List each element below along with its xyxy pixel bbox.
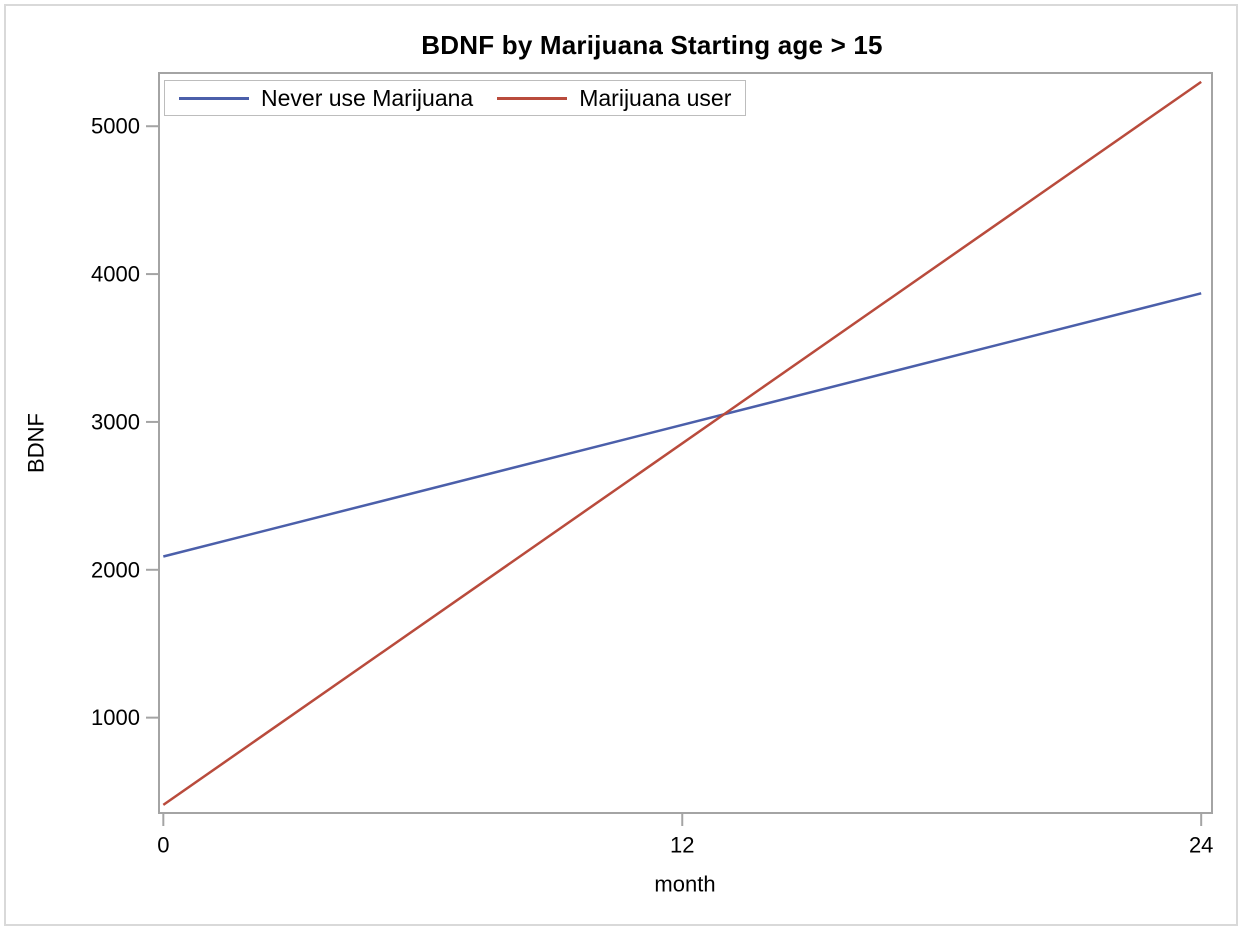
plot-area-border — [158, 72, 1213, 814]
x-axis-label: month — [654, 872, 715, 897]
legend-label: Marijuana user — [579, 84, 732, 111]
y-tick-label: 3000 — [91, 409, 140, 434]
legend-line-swatch — [179, 96, 249, 100]
legend: Never use Marijuana Marijuana user — [164, 80, 747, 116]
x-tick-label: 24 — [1189, 833, 1213, 858]
legend-item: Never use Marijuana — [179, 85, 473, 112]
chart-title: BDNF by Marijuana Starting age > 15 — [421, 30, 883, 60]
series-line — [162, 80, 1202, 806]
y-tick-label: 4000 — [91, 262, 140, 287]
y-tick-label: 5000 — [91, 114, 140, 139]
x-tick-label: 12 — [670, 833, 694, 858]
y-axis-label: BDNF — [24, 413, 49, 473]
x-tick-label: 0 — [157, 833, 169, 858]
y-tick-label: 1000 — [91, 705, 140, 730]
legend-item: Marijuana user — [497, 85, 731, 112]
legend-label: Never use Marijuana — [261, 84, 474, 111]
series-line — [163, 292, 1202, 558]
y-tick-label: 2000 — [91, 557, 140, 582]
legend-line-swatch — [497, 96, 568, 100]
